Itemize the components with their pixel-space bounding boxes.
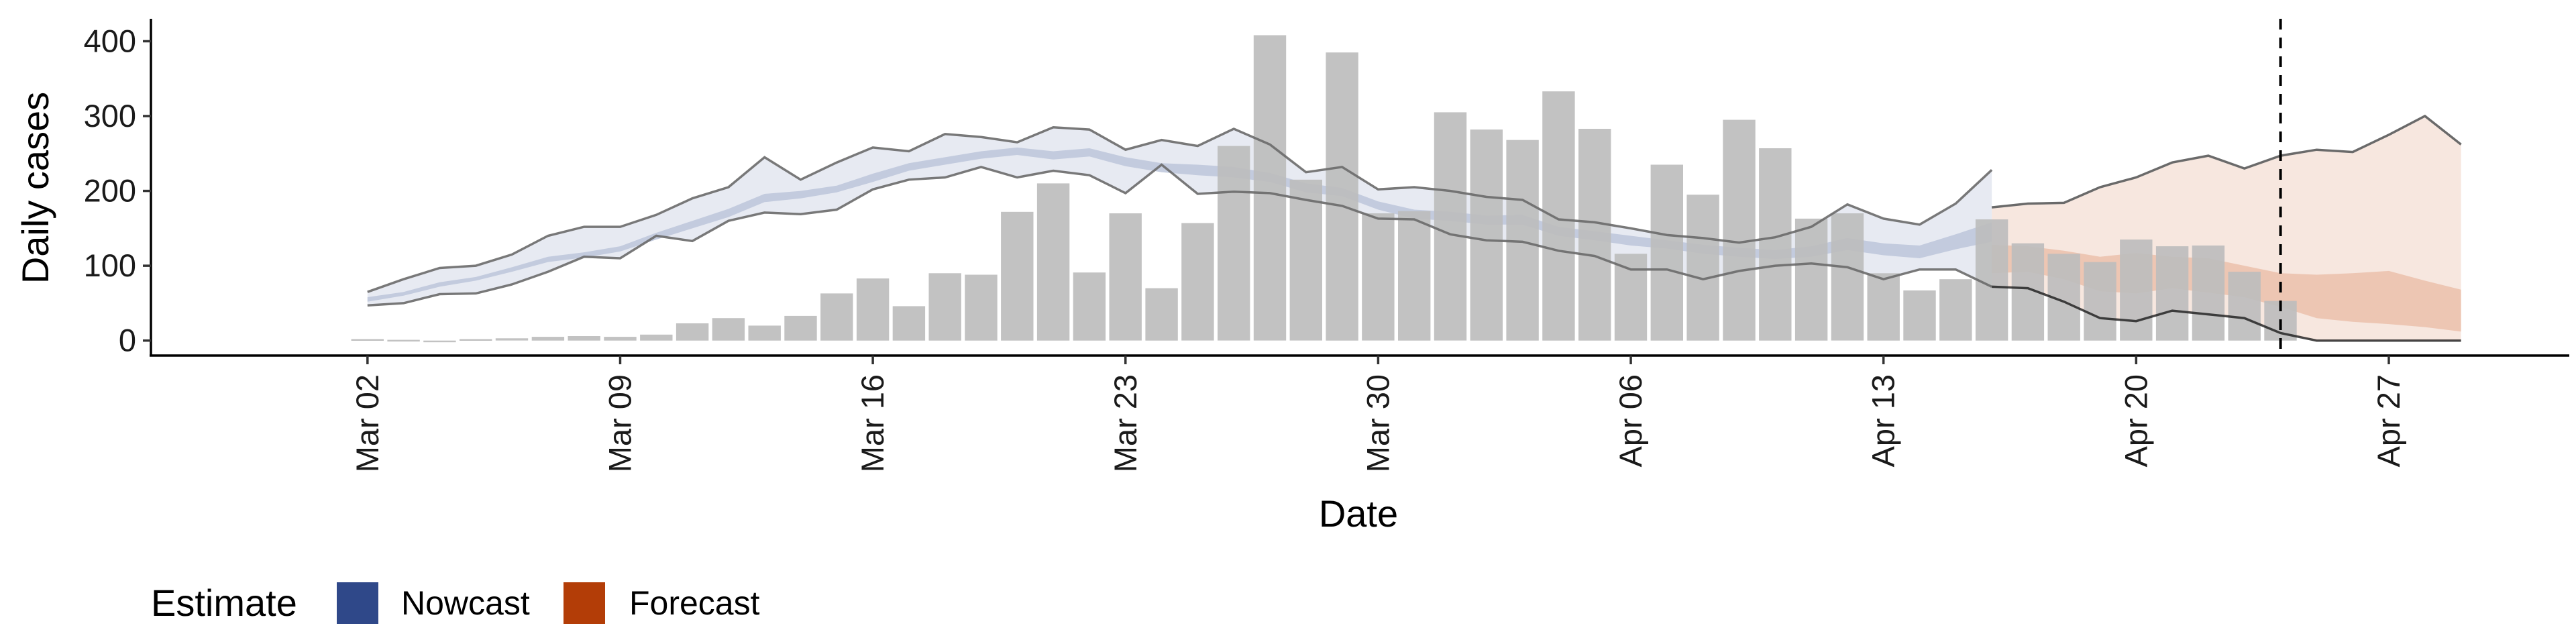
bar (1398, 211, 1431, 341)
bar (784, 315, 817, 341)
y-tick-label: 400 (84, 23, 136, 58)
y-axis-title: Daily cases (14, 92, 56, 284)
y-tick-label: 300 (84, 98, 136, 133)
legend: Estimate Nowcast Forecast (151, 582, 760, 624)
nowcast-lower-line (367, 163, 1992, 307)
bar (1109, 213, 1142, 341)
bar (1218, 146, 1250, 341)
bar (928, 273, 961, 341)
bar (460, 339, 492, 341)
x-tick-label: Mar 09 (602, 374, 638, 472)
bar (2192, 246, 2225, 341)
bar (1650, 164, 1683, 341)
legend-swatch-nowcast (337, 582, 378, 624)
bar (1903, 290, 1936, 341)
bar (1036, 183, 1070, 341)
bar (1362, 213, 1395, 341)
y-tick-label: 200 (84, 173, 136, 209)
bar (495, 338, 529, 341)
x-tick-label: Mar 23 (1108, 374, 1143, 472)
bar (1073, 272, 1106, 341)
bar (820, 293, 853, 341)
legend-label-nowcast: Nowcast (401, 584, 530, 622)
bar (1470, 129, 1503, 341)
forecast-lower-line (1992, 285, 2461, 342)
bar (1145, 288, 1178, 341)
bar (604, 337, 637, 341)
bar (1001, 211, 1034, 341)
bar (676, 323, 709, 341)
axes (150, 19, 2569, 357)
x-tick-label: Mar 16 (855, 374, 890, 472)
bar (1253, 35, 1287, 341)
bar (2120, 239, 2153, 341)
bar (1542, 91, 1575, 341)
bar (2155, 246, 2189, 341)
bar (712, 318, 745, 341)
x-ticks: Mar 02 Mar 09 Mar 16 Mar 23 Mar 30 Apr 06 Apr … (350, 356, 2406, 472)
x-axis-title: Date (1319, 492, 1398, 535)
y-tick-label: 0 (119, 323, 136, 358)
x-tick-label: Apr 27 (2371, 374, 2406, 467)
bar (1326, 52, 1358, 341)
legend-title: Estimate (151, 582, 297, 624)
plot-area (351, 19, 2462, 356)
bar (748, 325, 781, 341)
x-tick-label: Apr 13 (1866, 374, 1901, 467)
bar (1578, 129, 1611, 341)
legend-swatch-forecast (564, 582, 605, 624)
bar (1939, 279, 1972, 341)
nowcast-upper-line (367, 126, 1993, 293)
bar (1723, 119, 1756, 341)
bar (2084, 262, 2116, 341)
bar (892, 306, 926, 341)
bar (1181, 223, 1214, 341)
bar (387, 339, 420, 342)
x-tick-label: Apr 20 (2118, 374, 2153, 467)
nowcast-outer-band (367, 127, 1992, 306)
bar (351, 339, 384, 341)
bar (531, 337, 565, 341)
bar (1831, 213, 1864, 341)
bar (568, 336, 600, 341)
bar (640, 334, 673, 341)
bar (1794, 218, 1828, 341)
x-tick-label: Mar 30 (1360, 374, 1395, 472)
bar (1434, 112, 1467, 341)
bar (2228, 272, 2261, 341)
bar (1867, 273, 1900, 341)
bar (1289, 179, 1322, 341)
bar (965, 274, 998, 341)
nowcast-inner-band (367, 147, 1992, 302)
bar (1686, 195, 1719, 341)
bar (856, 278, 890, 341)
bar (1975, 219, 2008, 341)
y-ticks: 0 100 200 300 400 (84, 23, 151, 358)
bar (1759, 148, 1792, 341)
y-tick-label: 100 (84, 248, 136, 283)
forecast-upper-line (1991, 114, 2462, 209)
legend-label-forecast: Forecast (629, 584, 760, 622)
x-tick-label: Apr 06 (1613, 374, 1648, 467)
bar (423, 340, 456, 343)
bar (1614, 254, 1648, 341)
x-tick-label: Mar 02 (350, 374, 385, 472)
